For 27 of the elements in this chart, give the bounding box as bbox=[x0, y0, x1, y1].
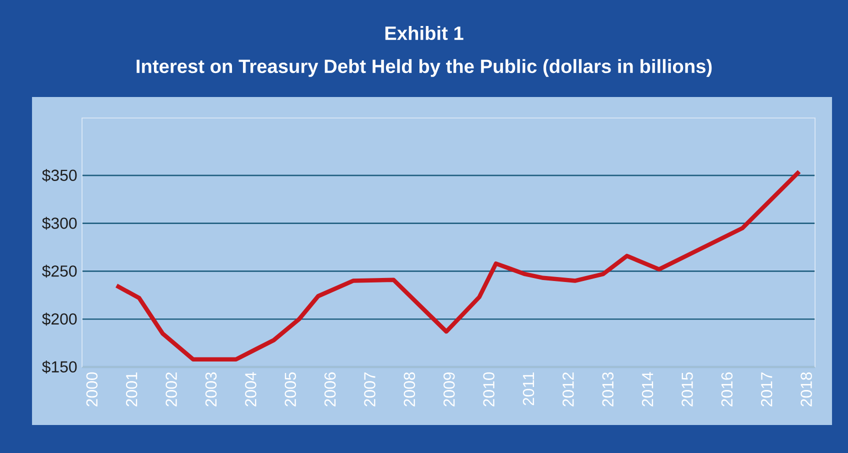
x-tick-label: 2017 bbox=[760, 372, 772, 406]
x-tick-label: 2000 bbox=[86, 372, 98, 406]
y-tick-label: $200 bbox=[42, 312, 77, 326]
x-tick-label: 2011 bbox=[522, 372, 534, 406]
x-tick-label: 2010 bbox=[483, 372, 494, 406]
x-tick-label: 2003 bbox=[205, 372, 217, 406]
x-tick-label: 2018 bbox=[800, 372, 812, 406]
x-tick-label: 2006 bbox=[324, 372, 336, 406]
x-tick-label: 2001 bbox=[126, 372, 138, 406]
x-tick-label: 2014 bbox=[642, 372, 654, 406]
x-tick-label: 2009 bbox=[443, 372, 455, 406]
y-tick-label: $250 bbox=[42, 264, 77, 278]
chart-title: Exhibit 1 bbox=[385, 26, 464, 40]
x-tick-label: 2005 bbox=[284, 372, 296, 406]
x-tick-label: 2007 bbox=[364, 372, 376, 406]
x-tick-label: 2002 bbox=[166, 372, 177, 406]
x-tick-label: 2004 bbox=[245, 372, 256, 406]
x-tick-label: 2008 bbox=[404, 372, 416, 406]
line-series bbox=[114, 170, 802, 362]
y-tick-label: $350 bbox=[42, 169, 77, 182]
y-tick-label: $300 bbox=[42, 216, 77, 230]
y-tick-label: $150 bbox=[42, 360, 77, 374]
chart-subtitle: Interest on Treasury Debt Held by the Public (dollars in billions) bbox=[136, 59, 712, 77]
x-tick-label: 2013 bbox=[602, 372, 614, 406]
x-tick-label: 2012 bbox=[562, 372, 574, 406]
x-tick-label: 2016 bbox=[721, 372, 733, 406]
x-tick-label: 2015 bbox=[682, 372, 693, 406]
